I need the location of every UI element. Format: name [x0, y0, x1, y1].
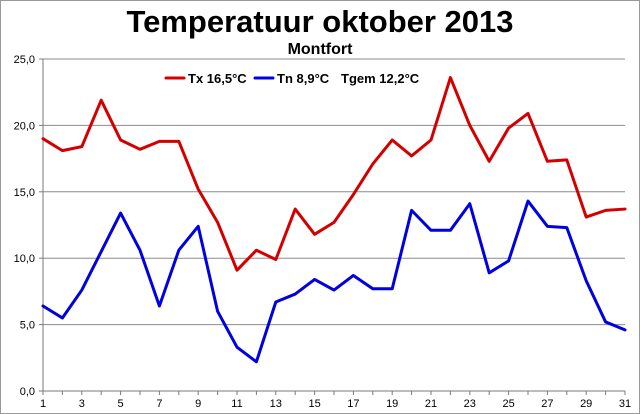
chart-subtitle: Montfort — [288, 41, 354, 58]
x-tick-label: 27 — [541, 398, 553, 410]
legend: Tx 16,5°C Tn 8,9°C Tgem 12,2°C — [164, 71, 420, 86]
x-tick-label: 11 — [231, 398, 242, 410]
legend-label-tx: Tx 16,5°C — [188, 71, 247, 86]
x-tick-label: 9 — [195, 398, 201, 410]
gridlines — [43, 58, 625, 326]
x-tick-label: 15 — [308, 398, 320, 410]
legend-label-tn: Tn 8,9°C — [277, 71, 330, 86]
y-tick-label: 25,0 — [14, 54, 35, 66]
x-tick-label: 31 — [619, 398, 631, 410]
x-tick-label: 25 — [502, 398, 514, 410]
x-tick-label: 29 — [580, 398, 592, 410]
series-line-tx — [41, 76, 627, 272]
y-tick-label: 0,0 — [20, 386, 35, 398]
y-tick-label: 5,0 — [20, 320, 35, 332]
axes — [39, 58, 626, 395]
x-tick-label: 1 — [40, 398, 46, 410]
y-tick-label: 20,0 — [14, 120, 35, 132]
x-tick-label: 19 — [386, 398, 398, 410]
x-tick-label: 13 — [270, 398, 282, 410]
series-line-tn — [41, 199, 627, 364]
x-tick-label: 3 — [79, 398, 85, 410]
x-tick-label: 17 — [347, 398, 359, 410]
chart-title: Temperatuur oktober 2013 — [126, 4, 513, 39]
y-tick-labels: 0,0 5,0 10,0 15,0 20,0 25,0 — [14, 54, 35, 398]
x-tick-label: 5 — [118, 398, 124, 410]
x-tick-label: 7 — [156, 398, 162, 410]
x-tick-labels: 1 3 5 7 9 11 13 15 17 19 21 23 25 27 29 31 — [40, 398, 631, 410]
x-tick-label: 21 — [425, 398, 437, 410]
x-tick-label: 23 — [464, 398, 476, 410]
y-tick-label: 10,0 — [14, 253, 35, 265]
series-lines — [41, 76, 627, 364]
legend-label-tgem: Tgem 12,2°C — [341, 71, 420, 86]
y-tick-label: 15,0 — [14, 187, 35, 199]
